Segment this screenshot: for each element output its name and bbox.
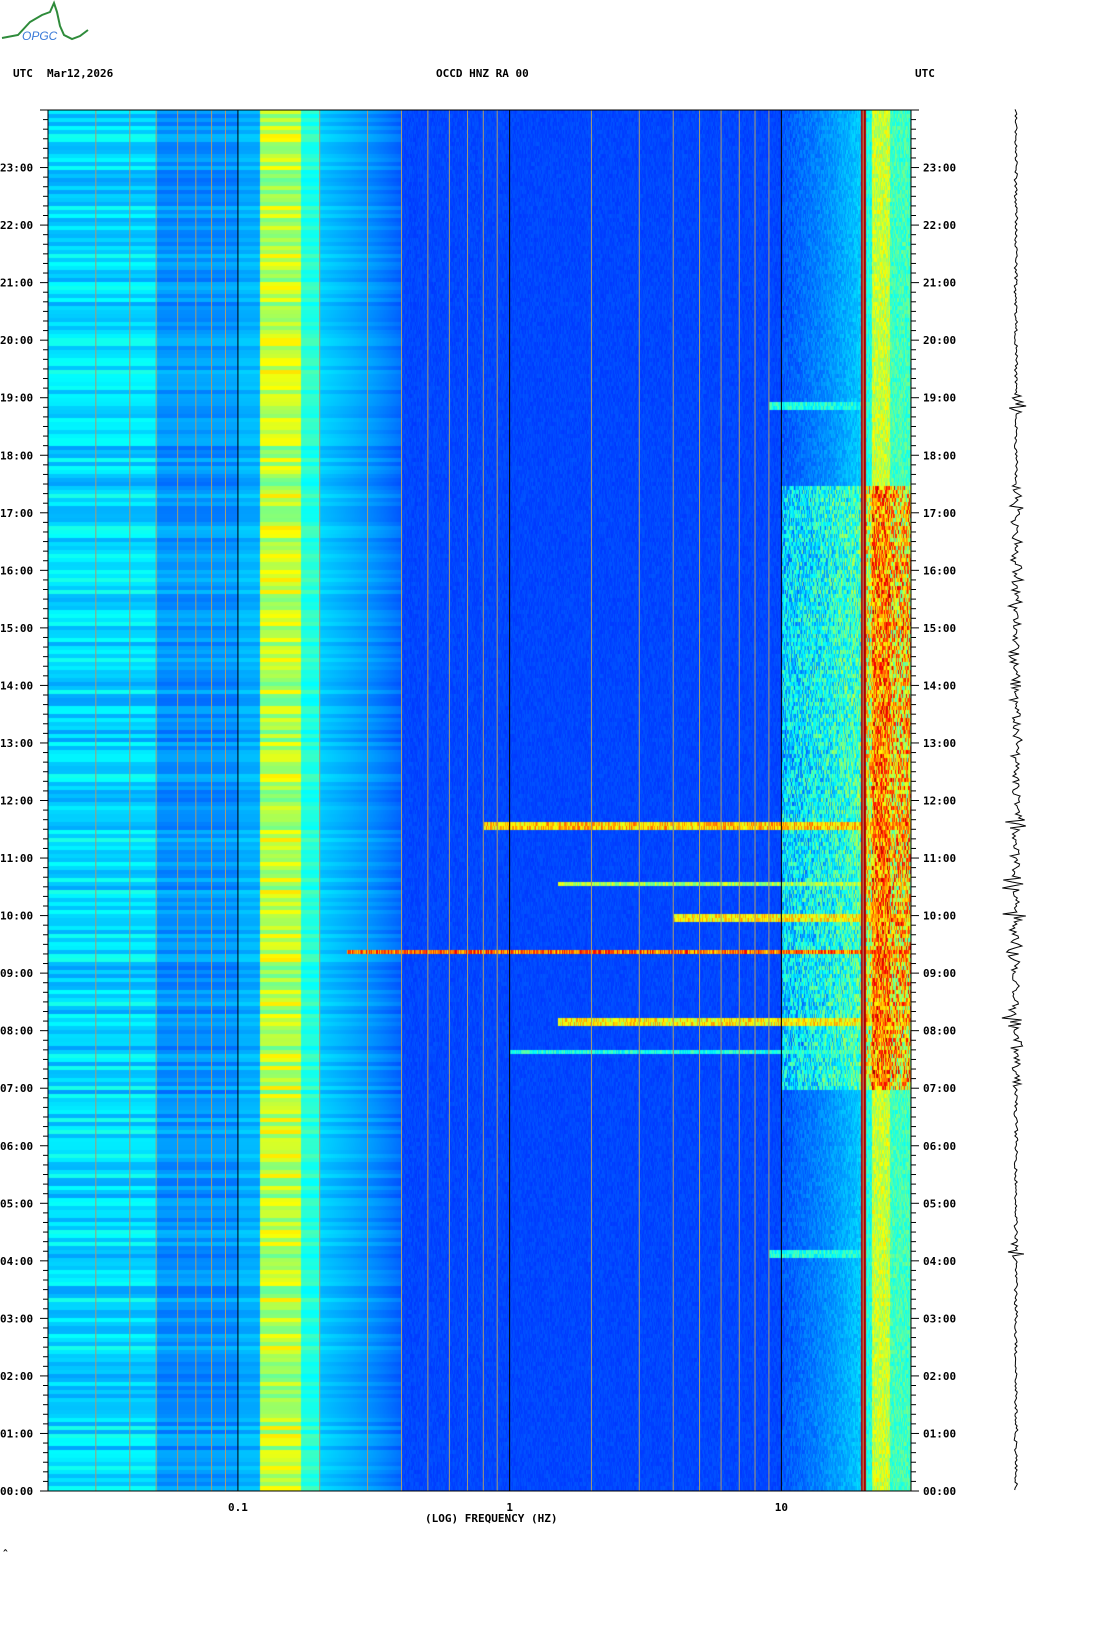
y-tick-label-left: 01:00 (0, 1427, 33, 1440)
y-tick-label-right: 05:00 (923, 1197, 956, 1210)
svg-text:OPGC: OPGC (22, 29, 58, 43)
y-tick-label-left: 15:00 (0, 622, 33, 635)
right-timezone-label: UTC (915, 67, 935, 80)
y-tick-label-left: 06:00 (0, 1140, 33, 1153)
x-axis-label: (LOG) FREQUENCY (HZ) (425, 1512, 558, 1525)
y-tick-label-left: 21:00 (0, 277, 33, 290)
y-tick-label-right: 11:00 (923, 852, 956, 865)
date-label: Mar12,2026 (47, 67, 114, 80)
y-tick-label-left: 17:00 (0, 507, 33, 520)
y-tick-label-right: 16:00 (923, 564, 956, 577)
y-tick-label-left: 18:00 (0, 449, 33, 462)
y-tick-label-right: 20:00 (923, 334, 956, 347)
x-tick-label: 1 (506, 1501, 513, 1514)
footer-mark: ^ (3, 1548, 8, 1557)
y-tick-label-left: 00:00 (0, 1485, 33, 1498)
y-tick-label-left: 03:00 (0, 1312, 33, 1325)
y-tick-label-right: 14:00 (923, 679, 956, 692)
y-tick-label-right: 22:00 (923, 219, 956, 232)
x-tick-label: 0.1 (228, 1501, 248, 1514)
y-tick-label-left: 02:00 (0, 1370, 33, 1383)
y-tick-label-left: 09:00 (0, 967, 33, 980)
y-tick-label-left: 07:00 (0, 1082, 33, 1095)
y-tick-label-right: 07:00 (923, 1082, 956, 1095)
y-tick-label-left: 12:00 (0, 795, 33, 808)
y-tick-label-right: 09:00 (923, 967, 956, 980)
y-tick-label-right: 21:00 (923, 277, 956, 290)
x-tick-label: 10 (775, 1501, 788, 1514)
y-tick-label-right: 18:00 (923, 449, 956, 462)
y-tick-label-right: 15:00 (923, 622, 956, 635)
y-tick-label-left: 13:00 (0, 737, 33, 750)
y-tick-label-right: 00:00 (923, 1485, 956, 1498)
y-tick-label-left: 20:00 (0, 334, 33, 347)
opgc-logo: OPGC (1, 0, 89, 43)
y-tick-label-left: 22:00 (0, 219, 33, 232)
y-tick-label-left: 11:00 (0, 852, 33, 865)
y-tick-label-left: 14:00 (0, 679, 33, 692)
y-tick-label-left: 16:00 (0, 564, 33, 577)
y-tick-label-right: 10:00 (923, 910, 956, 923)
y-tick-label-left: 04:00 (0, 1255, 33, 1268)
y-tick-label-left: 23:00 (0, 162, 33, 175)
y-tick-label-left: 10:00 (0, 910, 33, 923)
y-tick-label-right: 13:00 (923, 737, 956, 750)
seismic-trace (1001, 109, 1027, 1491)
y-tick-label-right: 06:00 (923, 1140, 956, 1153)
y-tick-label-right: 01:00 (923, 1427, 956, 1440)
spectrogram-heatmap (48, 110, 911, 1491)
y-tick-label-right: 23:00 (923, 162, 956, 175)
y-tick-label-left: 08:00 (0, 1025, 33, 1038)
left-timezone-label: UTC (13, 67, 33, 80)
y-tick-label-right: 12:00 (923, 795, 956, 808)
y-tick-label-left: 19:00 (0, 392, 33, 405)
y-tick-label-right: 08:00 (923, 1025, 956, 1038)
y-tick-label-right: 04:00 (923, 1255, 956, 1268)
y-tick-label-left: 05:00 (0, 1197, 33, 1210)
y-tick-label-right: 17:00 (923, 507, 956, 520)
station-title: OCCD HNZ RA 00 (436, 67, 529, 80)
y-tick-label-right: 03:00 (923, 1312, 956, 1325)
y-tick-label-right: 02:00 (923, 1370, 956, 1383)
y-tick-label-right: 19:00 (923, 392, 956, 405)
